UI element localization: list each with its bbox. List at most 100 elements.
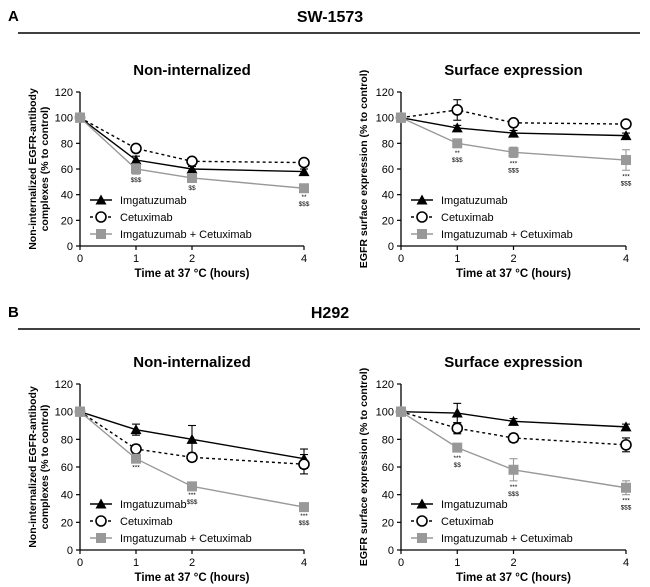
- legend-marker: [416, 498, 428, 509]
- significance-label: $$$: [131, 177, 142, 184]
- x-tick-label: 4: [623, 253, 629, 265]
- data-point: [131, 164, 141, 174]
- panel-letter-a: A: [8, 8, 19, 25]
- y-tick-label: 20: [61, 517, 73, 529]
- series-line: [400, 411, 627, 489]
- y-tick-label: 60: [61, 164, 73, 176]
- series-line: [79, 117, 305, 189]
- data-point: [298, 166, 310, 177]
- x-axis-label: Time at 37 °C (hours): [456, 572, 571, 584]
- legend-entry: Imgatuzumab + Cetuximab: [90, 229, 252, 241]
- data-point: [620, 421, 632, 432]
- significance-label: $$: [454, 462, 462, 469]
- legend-label: Imgatuzumab + Cetuximab: [441, 229, 573, 241]
- x-axis-label: Time at 37 °C (hours): [456, 268, 571, 280]
- x-tick-label: 4: [301, 557, 307, 569]
- y-tick-label: 60: [382, 462, 394, 474]
- legend-marker: [416, 194, 428, 205]
- chart-title: Surface expression: [444, 62, 582, 79]
- x-tick-label: 0: [77, 253, 83, 265]
- data-point: [452, 138, 463, 149]
- y-axis-label: EGFR surface expression (% to control): [358, 70, 370, 268]
- x-axis-label: Time at 37 °C (hours): [135, 572, 250, 584]
- data-point: [508, 127, 519, 138]
- y-tick-label: 80: [61, 138, 73, 150]
- significance-label: ***: [622, 173, 630, 180]
- legend-label: Imgatuzumab + Cetuximab: [120, 229, 252, 241]
- data-point: [508, 415, 519, 426]
- chart-title: Surface expression: [444, 354, 582, 371]
- legend-entry: Imgatuzumab: [90, 194, 187, 207]
- legend-entry: Imgatuzumab + Cetuximab: [90, 533, 252, 545]
- data-point: [451, 422, 464, 435]
- series-2: [75, 112, 309, 194]
- data-point: [130, 443, 142, 455]
- legend-label: Cetuximab: [120, 212, 173, 224]
- y-tick-label: 100: [376, 407, 394, 419]
- x-tick-label: 2: [510, 557, 516, 569]
- series-line: [400, 410, 627, 428]
- data-point: [299, 502, 309, 513]
- data-point: [186, 163, 198, 174]
- significance-label: $$$: [508, 167, 519, 174]
- data-point: [507, 117, 520, 129]
- y-tick-label: 40: [61, 190, 73, 202]
- significance-label: $$$: [452, 157, 463, 164]
- series-line: [79, 411, 305, 465]
- x-tick-label: 0: [398, 557, 404, 569]
- y-axis-label: complexes (% to control): [39, 405, 51, 530]
- legend-marker: [417, 229, 427, 239]
- y-tick-label: 20: [382, 517, 394, 529]
- y-axis-label: Non-internalized EGFR-antibody: [27, 386, 39, 548]
- series-line: [79, 411, 305, 460]
- data-point: [620, 439, 632, 451]
- significance-label: $$$: [299, 201, 310, 208]
- legend-entry: Imgatuzumab: [411, 194, 508, 207]
- y-tick-label: 80: [382, 138, 394, 150]
- significance-label: ***: [510, 484, 518, 491]
- chart-title: Non-internalized: [133, 62, 251, 79]
- y-tick-label: 100: [55, 113, 73, 125]
- data-point: [186, 433, 198, 444]
- significance-label: $$$: [299, 520, 310, 527]
- data-point: [298, 458, 310, 471]
- data-point: [395, 406, 407, 418]
- data-point: [130, 424, 142, 435]
- series-line: [400, 116, 627, 137]
- significance-label: **: [455, 150, 461, 157]
- data-point: [508, 147, 519, 158]
- series-1: [396, 99, 632, 130]
- legend-entry: Imgatuzumab + Cetuximab: [411, 533, 573, 545]
- y-axis-label: EGFR surface expression (% to control): [358, 368, 370, 566]
- legend-entry: Cetuximab: [411, 515, 494, 528]
- legend-marker: [416, 515, 428, 527]
- series-line: [79, 411, 305, 508]
- significance-label: $$: [188, 185, 196, 192]
- x-tick-label: 2: [189, 557, 195, 569]
- data-point: [187, 481, 197, 492]
- y-tick-label: 60: [61, 462, 73, 474]
- data-point: [131, 453, 141, 464]
- x-tick-label: 1: [133, 253, 139, 265]
- data-point: [621, 155, 631, 166]
- data-point: [451, 122, 463, 133]
- significance-label: ***: [622, 498, 630, 505]
- y-axis-label: complexes (% to control): [39, 107, 51, 232]
- significance-label: ***: [300, 513, 308, 520]
- significance-label: ***: [132, 464, 140, 471]
- y-tick-label: 120: [376, 87, 394, 99]
- y-tick-label: 40: [382, 490, 394, 502]
- data-point: [452, 442, 463, 453]
- data-point: [299, 183, 309, 194]
- chart-3: Surface expression 0 20 40 60 80 100 120 0 1 2 4 Tim…: [358, 354, 632, 584]
- legend-label: Cetuximab: [120, 516, 173, 528]
- data-point: [74, 112, 86, 124]
- y-tick-label: 120: [55, 379, 73, 391]
- legend-marker: [95, 211, 107, 223]
- significance-label: $$$: [187, 499, 198, 506]
- panel-title-b: H292: [311, 305, 349, 322]
- significance-label: ***: [188, 492, 196, 499]
- legend-marker: [96, 229, 106, 239]
- x-tick-label: 4: [623, 557, 629, 569]
- y-tick-label: 120: [376, 379, 394, 391]
